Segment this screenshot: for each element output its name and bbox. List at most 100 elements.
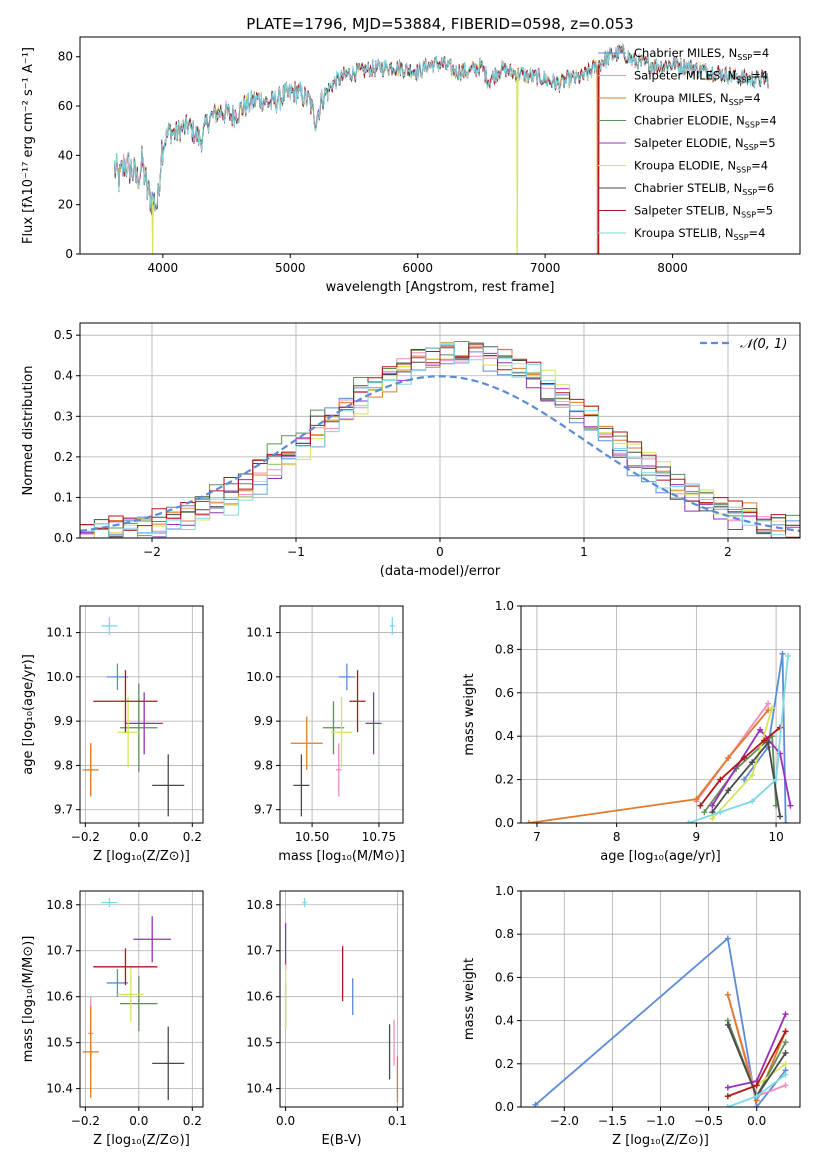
y-axis-label: Flux [fλ10⁻¹⁷ erg cm⁻² s⁻¹ A⁻¹]: [21, 47, 36, 244]
y-tick-label: 20: [58, 198, 73, 212]
axes-frame: [279, 890, 404, 1108]
weight-marker: [725, 787, 732, 794]
x-tick-label: 8000: [657, 261, 688, 275]
chart-spectrum: 4000 5000 6000 7000 8000 0 20 40 60 80 wavelength …: [21, 36, 801, 295]
legend-sep: , N: [713, 91, 729, 105]
y-tick-label: 9.9: [254, 714, 273, 728]
legend-eq: =: [756, 204, 766, 218]
legend-nssp: 4: [758, 226, 765, 240]
legend-model-name: Kroupa ELODIE: [634, 159, 720, 173]
x-axis-label: Z [log₁₀(Z/Z⊙)]: [93, 1133, 190, 1148]
y-tick-label: 10.5: [246, 1036, 273, 1050]
weight-marker: [782, 820, 789, 823]
x-tick-label: 0.0: [747, 1114, 766, 1128]
weight-marker: [782, 1011, 789, 1018]
weight-marker: [765, 700, 772, 707]
legend-entry: Salpeter MILES, NSSP=4: [634, 69, 768, 85]
weight-marker: [741, 754, 748, 761]
residual-histogram: [80, 343, 800, 538]
y-tick-label: 10.4: [246, 1082, 273, 1096]
legend-sep: , N: [725, 204, 741, 218]
weight-marker: [724, 935, 731, 942]
weight-marker: [769, 704, 776, 711]
legend-sub: SSP: [745, 121, 760, 130]
y-tick-label: 9.8: [254, 758, 273, 772]
gaussian-curve: [80, 375, 800, 532]
legend-eq: =: [749, 226, 759, 240]
legend-eq: =: [744, 91, 754, 105]
y-tick-label: 0.4: [495, 1014, 514, 1028]
weight-line: [528, 709, 769, 823]
x-tick-label: 5000: [275, 261, 306, 275]
axes-frame: [79, 36, 801, 255]
y-tick-label: 0.2: [54, 450, 73, 464]
legend-model-name: Chabrier STELIB: [634, 181, 726, 195]
plot-area-spectrum: [114, 42, 769, 254]
weight-marker: [773, 776, 780, 783]
legend-eq: =: [751, 159, 761, 173]
legend-nssp: 5: [768, 136, 775, 150]
plot-area-weights_vs_Z: [521, 891, 800, 1107]
y-axis-label: mass weight: [462, 958, 477, 1040]
weight-marker: [782, 1028, 789, 1035]
y-tick-label: 0.3: [54, 409, 73, 423]
x-axis-label: Z [log₁₀(Z/Z⊙)]: [612, 1133, 709, 1148]
y-tick-label: 10.4: [46, 1082, 73, 1096]
legend-sep: , N: [720, 69, 736, 83]
x-tick-label: 6000: [402, 261, 433, 275]
weight-marker: [765, 707, 772, 714]
weight-marker: [782, 1050, 789, 1056]
legend-sub: SSP: [736, 76, 751, 85]
x-tick-label: 1: [580, 545, 588, 559]
x-tick-label: −0.2: [71, 830, 100, 844]
legend-model-name: Salpeter ELODIE: [634, 136, 728, 150]
plot-area-mass_vs_Z: [80, 891, 203, 1107]
x-tick-label: 0.0: [129, 830, 148, 844]
axes-frame: [520, 605, 801, 824]
y-tick-label: 0.8: [495, 642, 514, 656]
weight-marker: [717, 776, 724, 783]
y-tick-label: 1.0: [495, 599, 514, 613]
y-tick-label: 9.7: [254, 803, 273, 817]
x-tick-label: 0.1: [388, 1114, 407, 1128]
legend-nssp: 4: [761, 159, 768, 173]
spectrum-line: [114, 44, 769, 213]
plot-area-age_vs_mass: [280, 606, 403, 823]
legend-entry: Chabrier STELIB, NSSP=6: [634, 181, 774, 197]
legend-model-name: Kroupa STELIB: [634, 226, 718, 240]
y-axis-label: age [log₁₀(age/yr)]: [21, 654, 36, 775]
weight-marker: [779, 650, 786, 657]
legend-sep: , N: [726, 181, 742, 195]
weight-marker: [697, 802, 704, 809]
legend-entry: Kroupa ELODIE, NSSP=4: [634, 159, 768, 175]
legend-entry: Chabrier ELODIE, NSSP=4: [634, 114, 777, 130]
y-tick-label: 10.7: [46, 944, 73, 958]
weight-marker: [753, 1082, 760, 1089]
y-tick-label: 1.0: [495, 884, 514, 898]
y-tick-label: 10.1: [246, 626, 273, 640]
x-tick-label: −1.0: [646, 1114, 675, 1128]
weight-marker: [724, 1021, 731, 1028]
x-axis-label: age [log₁₀(age/yr)]: [600, 849, 721, 864]
legend-entry: Salpeter STELIB, NSSP=5: [634, 204, 773, 220]
chart-age_vs_Z: −0.2 0.0 0.2 9.7 9.8 9.9 10.0 10.1 Z [log₁₀(Z/Z⊙…: [21, 605, 204, 864]
weight-marker: [753, 1104, 760, 1107]
legend-eq: =: [752, 46, 762, 60]
legend-sep: , N: [728, 136, 744, 150]
x-tick-label: 10: [768, 830, 783, 844]
legend-sub: SSP: [737, 53, 752, 62]
weight-marker: [757, 726, 764, 733]
weight-marker: [782, 1039, 789, 1046]
weight-marker: [741, 776, 748, 783]
chart-age_vs_mass: 10.50 10.75 9.7 9.8 9.9 10.0 10.1 mass [log₁₀(M…: [246, 605, 405, 864]
y-tick-label: 60: [58, 99, 73, 113]
y-tick-label: 0.1: [54, 490, 73, 504]
x-tick-label: 0.2: [183, 1114, 202, 1128]
x-tick-label: −2: [143, 545, 161, 559]
x-tick-label: −1.5: [598, 1114, 627, 1128]
legend-nssp: 4: [753, 91, 760, 105]
y-tick-label: 10.8: [246, 898, 273, 912]
legend-sub: SSP: [729, 98, 744, 107]
y-tick-label: 0.0: [495, 1100, 514, 1114]
